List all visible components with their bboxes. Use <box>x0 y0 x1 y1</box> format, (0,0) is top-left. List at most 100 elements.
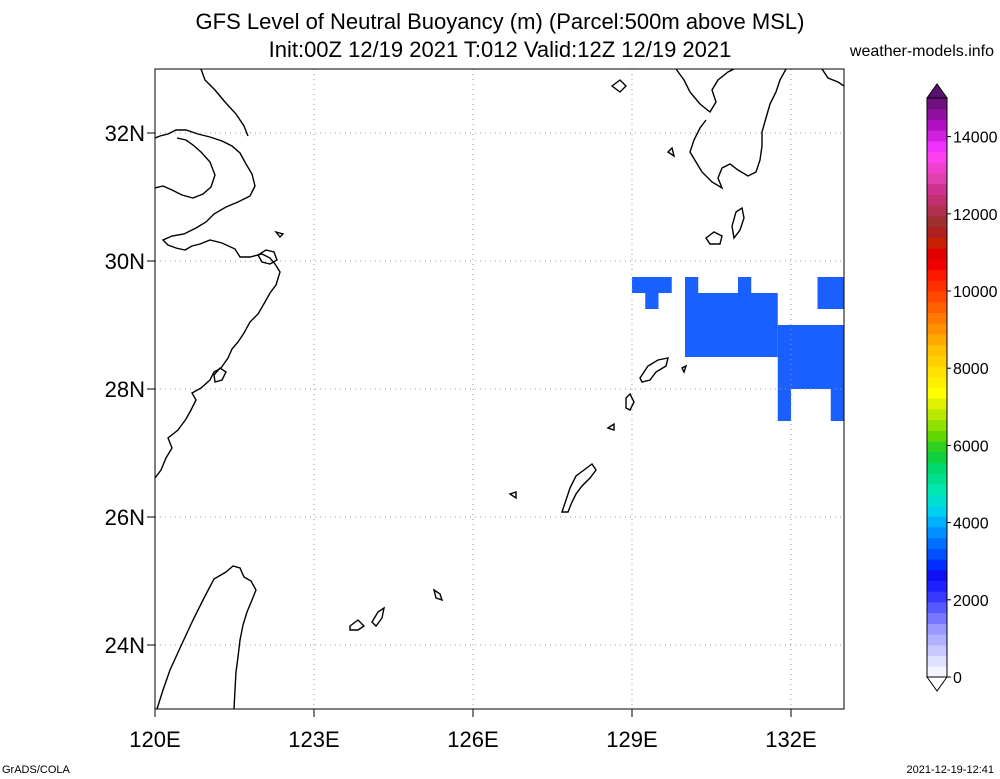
colorbar-cell-37 <box>927 269 947 281</box>
colorbar-cell-49 <box>927 140 947 153</box>
colorbar-cell-36 <box>927 280 947 292</box>
colorbar-cell-30 <box>927 344 947 356</box>
colorbar-cell-47 <box>927 162 947 174</box>
colorbar-cell-24 <box>927 408 947 421</box>
colorbar-cell-45 <box>927 183 947 195</box>
colorbar-label-8000: 8000 <box>953 361 989 378</box>
lnb-cell-9 <box>830 389 844 421</box>
colorbar-label-6000: 6000 <box>953 438 989 455</box>
coastline-kyushu-south <box>689 69 787 190</box>
colorbar-cell-33 <box>927 312 947 324</box>
lnb-cell-0 <box>632 277 672 293</box>
lnb-cell-7 <box>777 325 844 389</box>
colorbar-cell-38 <box>927 258 947 271</box>
colorbar-cell-35 <box>927 291 947 303</box>
axis-layer: 120E 123E 126E 129E 132E 24N 26N 28N 30N 32N <box>105 121 817 752</box>
colorbar: 0 2000 4000 6000 8000 10000 12000 14000 <box>926 83 998 692</box>
colorbar-labels: 0 2000 4000 6000 8000 10000 12000 14000 <box>947 130 998 687</box>
colorbar-label-14000: 14000 <box>953 130 998 147</box>
colorbar-cell-31 <box>927 333 947 346</box>
island-miyako <box>432 588 444 602</box>
colorbar-cell-32 <box>927 323 947 335</box>
colorbar-label-10000: 10000 <box>953 284 998 301</box>
island-kume <box>508 491 517 500</box>
island-iriomote <box>349 619 366 631</box>
colorbar-cell-16 <box>927 494 947 506</box>
colorbar-cell-22 <box>927 430 947 442</box>
coastline-north-china <box>200 69 249 137</box>
colorbar-label-12000: 12000 <box>953 207 998 224</box>
colorbar-cell-28 <box>927 366 947 378</box>
lnb-cell-4 <box>711 341 752 357</box>
coastline-kyushu-east <box>821 69 844 87</box>
colorbar-cell-29 <box>927 355 947 367</box>
colorbar-cell-43 <box>927 205 947 217</box>
lnb-cell-10 <box>817 277 844 309</box>
lnb-field-layer <box>632 277 844 421</box>
colorbar-bottom-arrow <box>926 676 948 692</box>
colorbar-top-arrow <box>926 83 948 99</box>
colorbar-cell-40 <box>927 237 947 249</box>
colorbar-cell-2 <box>927 644 947 657</box>
colorbar-cell-51 <box>927 119 947 131</box>
tick-label-lon-126: 126E <box>447 727 498 752</box>
island-tanegashima <box>731 206 745 240</box>
island-koshiki <box>666 146 676 158</box>
colorbar-frame <box>926 97 948 678</box>
colorbar-cell-17 <box>927 484 947 496</box>
colorbar-cell-10 <box>927 559 947 571</box>
colorbar-cell-53 <box>927 98 947 110</box>
website-label: weather-models.info <box>849 43 994 60</box>
colorbar-cell-14 <box>927 516 947 528</box>
map-plot-area <box>155 69 844 709</box>
colorbar-cell-20 <box>927 451 947 464</box>
lnb-cell-2 <box>685 277 699 293</box>
colorbar-label-2000: 2000 <box>953 593 989 610</box>
island-ishigaki <box>371 606 386 628</box>
colorbar-cell-42 <box>927 215 947 228</box>
island-tokunoshima <box>625 392 635 411</box>
island-okinawa <box>561 462 597 513</box>
chart-subtitle: Init:00Z 12/19 2021 T:012 Valid:12Z 12/1… <box>268 37 732 62</box>
coastline-taiwan <box>156 565 257 709</box>
island-amami <box>639 357 669 383</box>
tick-label-lat-26: 26N <box>105 505 145 530</box>
colorbar-cell-3 <box>927 634 947 646</box>
coastline-layer <box>155 69 844 709</box>
colorbar-cell-13 <box>927 526 947 539</box>
colorbar-label-0: 0 <box>953 670 962 687</box>
island-zhoushan <box>257 249 278 265</box>
footer-left: GrADS/COLA <box>2 764 70 776</box>
footer-right: 2021-12-19-12:41 <box>906 764 994 776</box>
colorbar-cell-12 <box>927 537 947 549</box>
coastline-yangtze-estuary <box>155 137 216 199</box>
tick-label-lat-30: 30N <box>105 249 145 274</box>
colorbar-cell-48 <box>927 151 947 163</box>
colorbar-cell-7 <box>927 591 947 603</box>
colorbar-label-4000: 4000 <box>953 516 989 533</box>
colorbar-cell-18 <box>927 473 947 485</box>
coastline-kyushu <box>675 69 735 114</box>
tick-label-lon-132: 132E <box>765 727 816 752</box>
lnb-cell-1 <box>645 293 659 309</box>
island-tokara <box>681 364 688 374</box>
colorbar-cell-39 <box>927 248 947 260</box>
colorbar-cell-44 <box>927 194 947 206</box>
chart-title: GFS Level of Neutral Buoyancy (m) (Parce… <box>195 9 805 34</box>
lnb-cell-8 <box>777 389 791 421</box>
colorbar-cell-19 <box>927 462 947 474</box>
island-yakushima <box>705 231 723 245</box>
colorbar-cell-11 <box>927 548 947 560</box>
colorbar-cell-34 <box>927 301 947 313</box>
tick-label-lon-123: 123E <box>288 727 339 752</box>
colorbar-cells <box>927 98 947 678</box>
lnb-cell-5 <box>738 277 752 293</box>
colorbar-cell-23 <box>927 419 947 431</box>
tick-label-lat-28: 28N <box>105 377 145 402</box>
colorbar-cell-26 <box>927 387 947 399</box>
tick-label-lon-120: 120E <box>129 727 180 752</box>
island-goto <box>610 79 627 93</box>
colorbar-cell-41 <box>927 226 947 238</box>
colorbar-cell-4 <box>927 623 947 635</box>
